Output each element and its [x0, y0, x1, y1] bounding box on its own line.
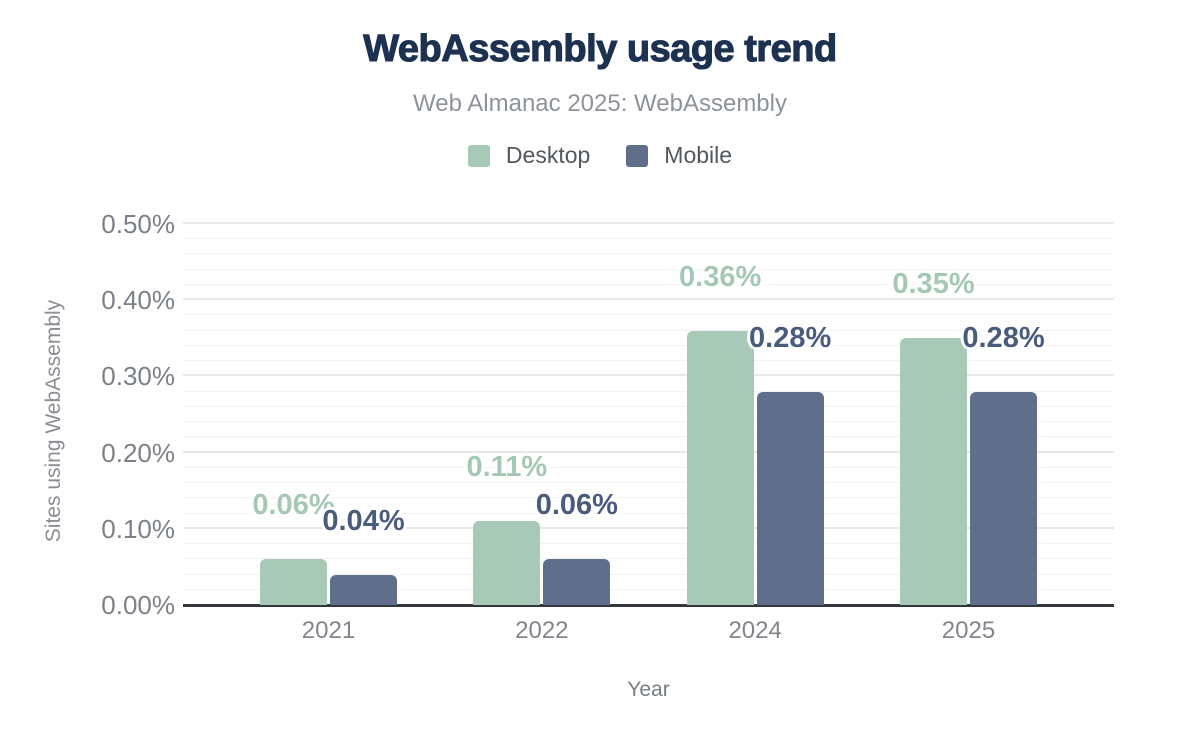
minor-gridline [183, 268, 1114, 270]
minor-gridline [183, 466, 1114, 468]
y-tick-label: 0.40% [101, 285, 175, 316]
minor-gridline [183, 283, 1114, 285]
desktop-swatch-icon [467, 144, 490, 167]
minor-gridline [183, 482, 1114, 484]
minor-gridline [183, 558, 1114, 560]
bar-desktop-2025 [900, 338, 967, 605]
major-gridline [183, 450, 1114, 453]
bar-label-mobile-2021: 0.04% [322, 504, 405, 537]
major-gridline [183, 298, 1114, 301]
minor-gridline [183, 360, 1114, 362]
chart-subtitle: Web Almanac 2025: WebAssembly [413, 90, 787, 117]
y-tick-label: 0.00% [101, 590, 175, 620]
minor-gridline [183, 238, 1114, 240]
chart-title: WebAssembly usage trend [363, 27, 838, 70]
bar-label-desktop-2024: 0.36% [679, 260, 762, 293]
bar-label-desktop-2021: 0.06% [252, 489, 335, 522]
minor-gridline [183, 543, 1114, 545]
minor-gridline [183, 314, 1114, 316]
minor-gridline [183, 329, 1114, 331]
minor-gridline [183, 588, 1114, 590]
x-tick-label: 2021 [301, 617, 356, 644]
y-tick-label: 0.10% [101, 513, 175, 544]
major-gridline [183, 526, 1114, 529]
minor-gridline [183, 421, 1114, 423]
y-axis-title-text: Sites using WebAssembly [42, 299, 65, 543]
bar-mobile-2021 [330, 574, 397, 605]
minor-gridline [183, 253, 1114, 255]
bar-mobile-2022 [543, 559, 611, 605]
bar-desktop-2022 [473, 521, 541, 605]
bar-label-mobile-2025: 0.28% [962, 321, 1045, 354]
minor-gridline [183, 405, 1114, 407]
bar-label-mobile-2024: 0.28% [749, 321, 832, 354]
major-gridline [183, 222, 1114, 224]
bar-mobile-2024 [756, 391, 824, 605]
y-tick-label: 0.50% [101, 209, 175, 239]
legend-item-mobile: Mobile [626, 142, 732, 169]
plot-area: 0.06% 0.04% 0.11% 0.06% 0.36% 0.28% 0.35% 0.28% [183, 222, 1114, 607]
legend: Desktop Mobile [0, 142, 1200, 169]
x-tick-label: 2022 [515, 617, 569, 644]
bar-mobile-2025 [970, 391, 1037, 605]
bar-label-mobile-2022: 0.06% [535, 489, 618, 522]
x-tick-label: 2024 [728, 617, 782, 644]
legend-label-desktop: Desktop [505, 142, 591, 168]
bar-desktop-2024 [686, 330, 754, 605]
x-axis-title: Year [627, 678, 670, 701]
bar-desktop-2021 [260, 559, 327, 605]
x-axis-line [183, 604, 1114, 607]
legend-item-desktop: Desktop [467, 142, 591, 169]
x-tick-label: 2025 [941, 617, 996, 644]
minor-gridline [183, 573, 1114, 575]
minor-gridline [183, 436, 1114, 438]
legend-label-mobile: Mobile [664, 142, 733, 168]
major-gridline [183, 374, 1114, 377]
minor-gridline [183, 512, 1114, 514]
y-tick-label: 0.20% [101, 437, 175, 468]
y-tick-label: 0.30% [101, 361, 175, 392]
bar-label-desktop-2025: 0.35% [892, 268, 975, 301]
mobile-swatch-icon [626, 144, 649, 167]
minor-gridline [183, 344, 1114, 346]
minor-gridline [183, 497, 1114, 499]
bar-label-desktop-2022: 0.11% [466, 451, 548, 484]
minor-gridline [183, 390, 1114, 392]
